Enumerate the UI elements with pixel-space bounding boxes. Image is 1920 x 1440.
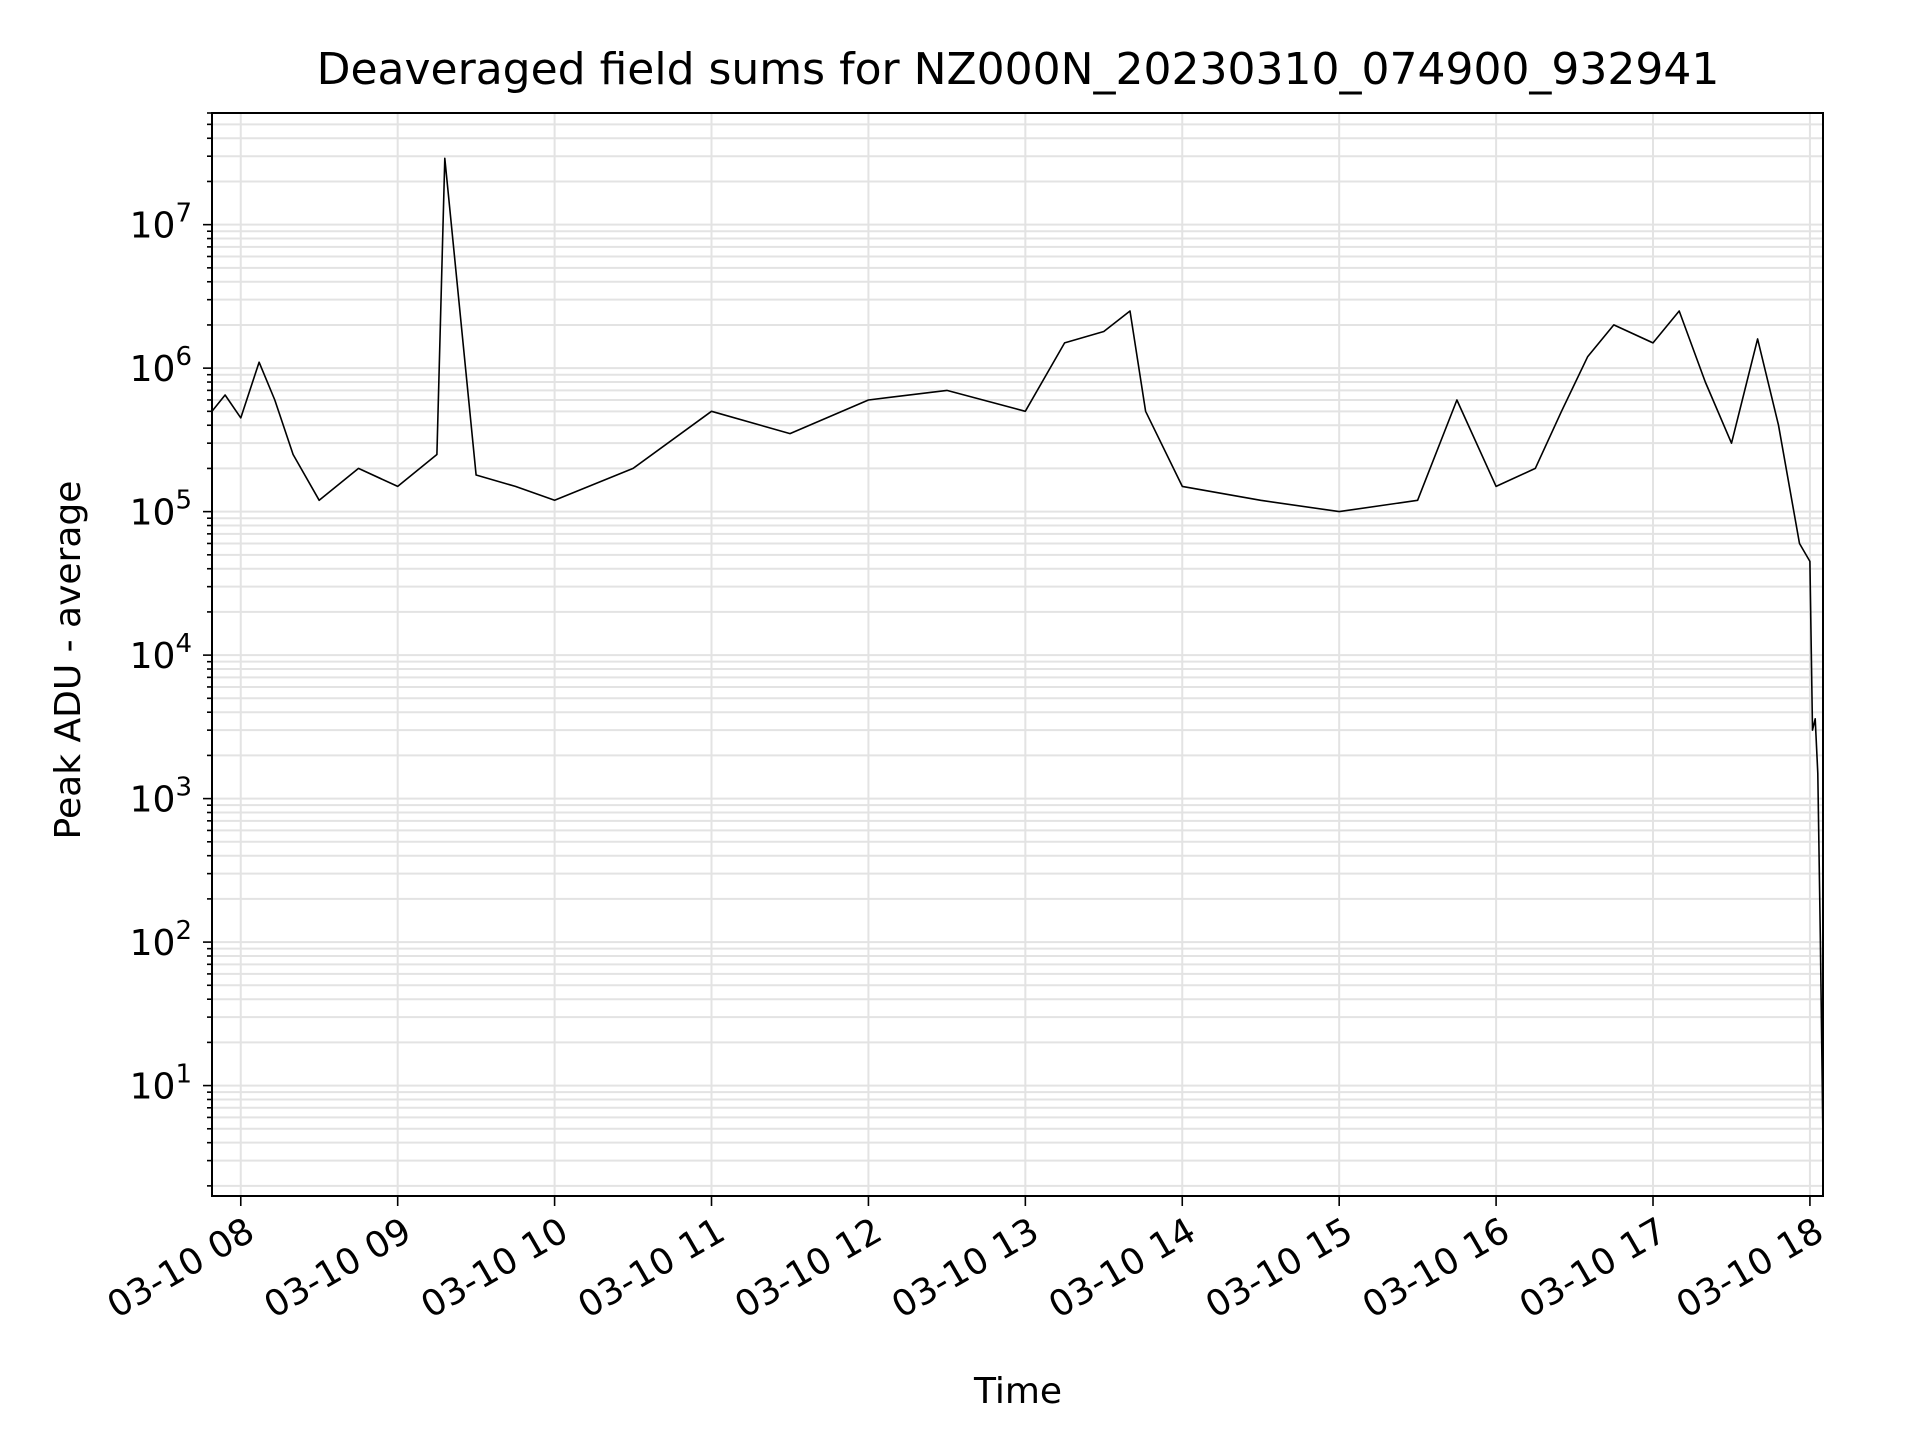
y-tick-label: 101	[130, 1060, 192, 1108]
y-tick-label: 105	[130, 486, 192, 534]
y-tick-label: 107	[130, 199, 192, 247]
y-tick-label: 106	[130, 342, 192, 390]
series-line	[212, 157, 1823, 1143]
x-axis-label: Time	[973, 1371, 1062, 1412]
data-line-layer	[212, 157, 1823, 1143]
y-axis-label: Peak ADU - average	[48, 481, 89, 840]
chart-title: Deaveraged field sums for NZ000N_2023031…	[317, 44, 1720, 95]
y-tick-label: 102	[130, 916, 192, 964]
grid	[212, 112, 1823, 1196]
y-tick-label: 103	[130, 773, 192, 821]
y-tick-label: 104	[130, 629, 192, 677]
